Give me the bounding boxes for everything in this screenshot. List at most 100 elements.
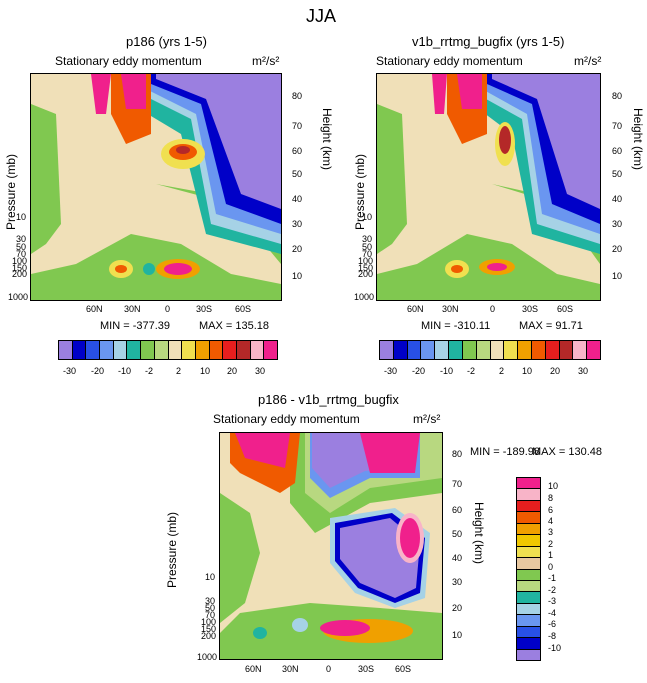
panel1-unit: m²/s² <box>252 54 280 68</box>
panel3-cbtick-0: 0 <box>548 562 554 572</box>
panel2-ptick-200: 200 <box>358 269 374 279</box>
colorbar-swatch <box>113 341 128 359</box>
panel2-htick-10: 10 <box>612 271 623 281</box>
colorbar-swatch <box>462 341 477 359</box>
panel3-cbtick-8: 8 <box>548 493 554 503</box>
panel2-cbtick-m10: -10 <box>440 366 454 376</box>
colorbar-swatch <box>517 489 540 501</box>
panel3-ptick-70: 70 <box>205 610 216 620</box>
panel3-unit: m²/s² <box>413 412 441 426</box>
panel2-xtick-30S: 30S <box>522 304 539 314</box>
panel2-ptick-70: 70 <box>362 249 373 259</box>
colorbar-swatch <box>559 341 574 359</box>
panel1-min: MIN = -377.39 <box>100 320 171 332</box>
colorbar-swatch <box>250 341 265 359</box>
panel2-ptick-30: 30 <box>362 234 373 244</box>
panel1-xtick-0: 0 <box>165 304 171 314</box>
panel1-ptick-30: 30 <box>16 234 27 244</box>
panel1-cbtick-10: 10 <box>200 366 211 376</box>
panel1-htick-50: 50 <box>292 169 303 179</box>
panel2-unit: m²/s² <box>574 54 602 68</box>
panel2-ptick-1000: 1000 <box>354 292 375 302</box>
panel2-subtitle: Stationary eddy momentum <box>376 54 523 68</box>
colorbar-swatch <box>435 341 450 359</box>
panel3-max: MAX = 130.48 <box>532 446 603 458</box>
colorbar-swatch <box>517 615 540 627</box>
panel2-htick-30: 30 <box>612 219 623 229</box>
panel3-xtick-60N: 60N <box>245 664 262 674</box>
panel1-ptick-1000: 1000 <box>8 292 29 302</box>
colorbar-swatch <box>154 341 169 359</box>
panel3-cbtick-4: 4 <box>548 516 554 526</box>
panel2-max: MAX = 91.71 <box>519 320 583 332</box>
colorbar-swatch <box>195 341 210 359</box>
panel3-xtick-0: 0 <box>326 664 332 674</box>
panel1-htick-20: 20 <box>292 244 303 254</box>
colorbar-swatch <box>407 341 422 359</box>
colorbar-swatch <box>587 341 600 359</box>
colorbar-swatch <box>518 341 532 359</box>
panel3-plot <box>219 432 443 660</box>
panel3-cbtick-1: 1 <box>548 550 554 560</box>
panel2-htick-60: 60 <box>612 146 623 156</box>
panel3-cbtick-m8: -8 <box>548 631 557 641</box>
colorbar-swatch <box>517 558 540 570</box>
panel2-title: v1b_rrtmg_bugfix (yrs 1-5) <box>412 34 565 49</box>
panel1-ptick-50: 50 <box>16 242 27 252</box>
panel1-max: MAX = 135.18 <box>199 320 270 332</box>
panel3-ptick-150: 150 <box>201 624 217 634</box>
colorbar-swatch <box>236 341 251 359</box>
colorbar-swatch <box>72 341 87 359</box>
colorbar-swatch <box>182 341 196 359</box>
panel3-htick-60: 60 <box>452 505 463 515</box>
colorbar-swatch <box>517 523 540 536</box>
panel2-htick-20: 20 <box>612 244 623 254</box>
colorbar-swatch <box>517 546 540 559</box>
panel2-xtick-60S: 60S <box>557 304 574 314</box>
colorbar-swatch <box>86 341 101 359</box>
colorbar-swatch <box>517 592 540 604</box>
colorbar-swatch <box>380 341 394 359</box>
colorbar-swatch <box>393 341 408 359</box>
panel3-htick-80: 80 <box>452 449 463 459</box>
panel1-heatmap <box>31 74 281 300</box>
colorbar-swatch <box>517 603 540 616</box>
colorbar-swatch <box>209 341 224 359</box>
panel1-cbtick-2: 2 <box>176 366 182 376</box>
panel2-xtick-60N: 60N <box>407 304 424 314</box>
panel3-cbtick-m3: -3 <box>548 596 557 606</box>
panel2-xtick-30N: 30N <box>442 304 459 314</box>
panel2-cbtick-m2: -2 <box>467 366 476 376</box>
panel3-htick-40: 40 <box>452 553 463 563</box>
panel1-xtick-30N: 30N <box>124 304 141 314</box>
panel2-htick-50: 50 <box>612 169 623 179</box>
panel2-plot <box>376 73 601 301</box>
panel2-ptick-50: 50 <box>362 242 373 252</box>
colorbar-swatch <box>517 626 540 639</box>
panel3-cbtick-m2: -2 <box>548 585 557 595</box>
panel1-htick-80: 80 <box>292 91 303 101</box>
panel2-htick-70: 70 <box>612 121 623 131</box>
colorbar-swatch <box>141 341 155 359</box>
panel3-htick-70: 70 <box>452 479 463 489</box>
panel1-plot <box>30 73 282 301</box>
panel1-cbtick-30: 30 <box>255 366 266 376</box>
panel2-cbtick-m20: -20 <box>412 366 426 376</box>
colorbar-swatch <box>100 341 114 359</box>
panel2-min: MIN = -310.11 <box>421 320 491 332</box>
panel3-ptick-1000: 1000 <box>197 652 218 662</box>
colorbar-swatch <box>517 580 540 593</box>
panel1-htick-70: 70 <box>292 121 303 131</box>
colorbar-swatch <box>59 341 73 359</box>
colorbar-swatch <box>449 341 463 359</box>
panel1-ylabel-right: Height (km) <box>320 108 334 171</box>
colorbar-swatch <box>223 341 237 359</box>
colorbar-swatch <box>573 341 588 359</box>
colorbar-swatch <box>264 341 277 359</box>
panel3-htick-30: 30 <box>452 577 463 587</box>
colorbar-swatch <box>517 569 540 581</box>
panel2-htick-80: 80 <box>612 91 623 101</box>
panel3-ptick-10: 10 <box>205 572 216 582</box>
panel1-htick-60: 60 <box>292 146 303 156</box>
colorbar-swatch <box>490 341 505 359</box>
